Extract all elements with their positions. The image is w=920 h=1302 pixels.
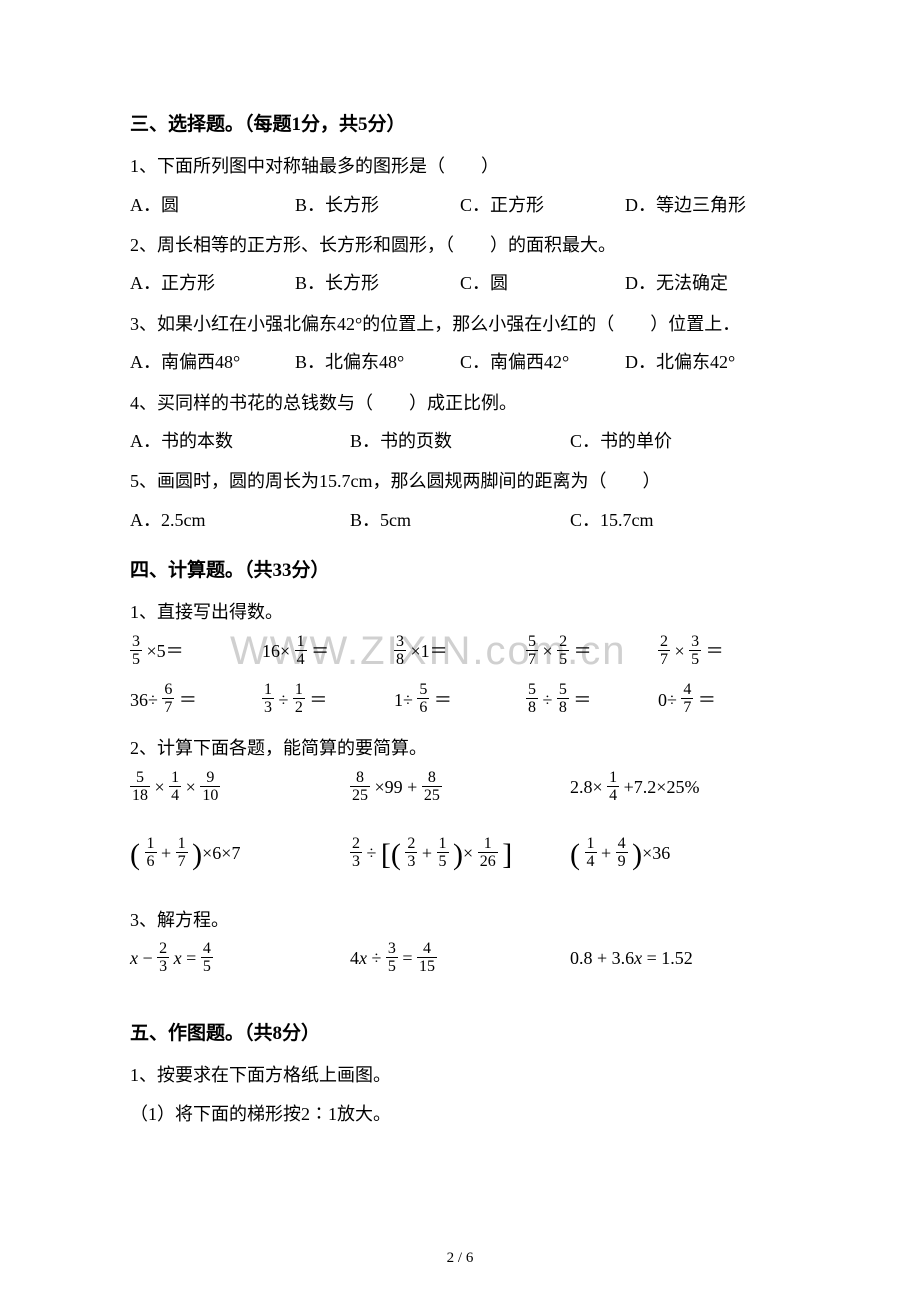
q3-3-text: 3、如果小红在小强北偏东42°的位置上，那么小强在小红的（ ）位置上． <box>130 308 790 340</box>
q3-4-opt-b: B．书的页数 <box>350 425 570 457</box>
calc-1-2: 16× 14 ＝ <box>262 635 394 670</box>
calc-3-3: 2.8× 14 +7.2×25% <box>570 771 790 806</box>
q5-1-sub: （1）将下面的梯形按2∶1放大。 <box>130 1098 790 1130</box>
q3-4-opts: A．书的本数 B．书的页数 C．书的单价 <box>130 425 790 457</box>
calc-row-1: 35 ×5＝ 16× 14 ＝ 38 ×1＝ 57 × 25 ＝ 27 × 35… <box>130 635 790 670</box>
q3-1-text: 1、下面所列图中对称轴最多的图形是（ ） <box>130 150 790 182</box>
q3-4-opt-a: A．书的本数 <box>130 425 350 457</box>
q3-5-opt-c: C．15.7cm <box>570 504 790 536</box>
q3-1-opt-a: A．圆 <box>130 189 295 221</box>
calc-2-5: 0÷ 47 ＝ <box>658 684 790 719</box>
q3-5-text: 5、画圆时，圆的周长为15.7cm，那么圆规两脚间的距离为（ ） <box>130 465 790 497</box>
q3-2-opt-c: C．圆 <box>460 267 625 299</box>
calc-4-3: ( 14 + 49 )×36 <box>570 828 790 882</box>
calc-5-3: 0.8 + 3.6x = 1.52 <box>570 942 790 977</box>
calc-5-1: x − 23 x = 45 <box>130 942 350 977</box>
calc-2-3: 1÷ 56 ＝ <box>394 684 526 719</box>
calc-1-4: 57 × 25 ＝ <box>526 635 658 670</box>
calc-3-2: 825 ×99 + 825 <box>350 771 570 806</box>
calc-4-1: ( 16 + 17 )×6×7 <box>130 828 350 882</box>
calc-row-2: 36÷ 67 ＝ 13 ÷ 12 ＝ 1÷ 56 ＝ 58 ÷ 58 ＝ 0÷ … <box>130 684 790 719</box>
calc-2-2: 13 ÷ 12 ＝ <box>262 684 394 719</box>
calc-4-2: 23 ÷ [( 23 + 15 )× 126 ] <box>350 828 570 882</box>
q3-2-text: 2、周长相等的正方形、长方形和圆形，（ ）的面积最大。 <box>130 229 790 261</box>
q3-2-opts: A．正方形 B．长方形 C．圆 D．无法确定 <box>130 267 790 299</box>
q3-5-opt-b: B．5cm <box>350 504 570 536</box>
q3-3-opt-d: D．北偏东42° <box>625 346 790 378</box>
q3-2-opt-b: B．长方形 <box>295 267 460 299</box>
q4-2-text: 2、计算下面各题，能简算的要简算。 <box>130 732 790 764</box>
q3-4-text: 4、买同样的书花的总钱数与（ ）成正比例。 <box>130 387 790 419</box>
section5-header: 五、作图题。（共8分） <box>130 1017 790 1051</box>
q3-2-opt-a: A．正方形 <box>130 267 295 299</box>
section4-header: 四、计算题。（共33分） <box>130 554 790 588</box>
q3-1-opt-d: D．等边三角形 <box>625 189 790 221</box>
q4-1-text: 1、直接写出得数。 <box>130 596 790 628</box>
calc-2-4: 58 ÷ 58 ＝ <box>526 684 658 719</box>
q3-1-opts: A．圆 B．长方形 C．正方形 D．等边三角形 <box>130 189 790 221</box>
section3-header: 三、选择题。（每题1分，共5分） <box>130 108 790 142</box>
calc-1-1: 35 ×5＝ <box>130 635 262 670</box>
calc-row-3: 518 × 14 × 910 825 ×99 + 825 2.8× 14 +7.… <box>130 771 790 806</box>
calc-1-3: 38 ×1＝ <box>394 635 526 670</box>
q3-1-opt-b: B．长方形 <box>295 189 460 221</box>
q3-3-opt-a: A．南偏西48° <box>130 346 295 378</box>
calc-3-1: 518 × 14 × 910 <box>130 771 350 806</box>
calc-row-5: x − 23 x = 45 4x ÷ 35 = 415 0.8 + 3.6x =… <box>130 942 790 977</box>
q3-3-opt-b: B．北偏东48° <box>295 346 460 378</box>
q5-1-text: 1、按要求在下面方格纸上画图。 <box>130 1059 790 1091</box>
page-content: 三、选择题。（每题1分，共5分） 1、下面所列图中对称轴最多的图形是（ ） A．… <box>130 108 790 1130</box>
q3-2-opt-d: D．无法确定 <box>625 267 790 299</box>
page-number: 2 / 6 <box>0 1245 920 1272</box>
q4-3-text: 3、解方程。 <box>130 904 790 936</box>
q3-1-opt-c: C．正方形 <box>460 189 625 221</box>
q3-3-opts: A．南偏西48° B．北偏东48° C．南偏西42° D．北偏东42° <box>130 346 790 378</box>
q3-3-opt-c: C．南偏西42° <box>460 346 625 378</box>
calc-5-2: 4x ÷ 35 = 415 <box>350 942 570 977</box>
calc-1-5: 27 × 35 ＝ <box>658 635 790 670</box>
q3-5-opt-a: A．2.5cm <box>130 504 350 536</box>
q3-4-opt-c: C．书的单价 <box>570 425 790 457</box>
calc-row-4: ( 16 + 17 )×6×7 23 ÷ [( 23 + 15 )× 126 ]… <box>130 828 790 882</box>
calc-2-1: 36÷ 67 ＝ <box>130 684 262 719</box>
q3-5-opts: A．2.5cm B．5cm C．15.7cm <box>130 504 790 536</box>
